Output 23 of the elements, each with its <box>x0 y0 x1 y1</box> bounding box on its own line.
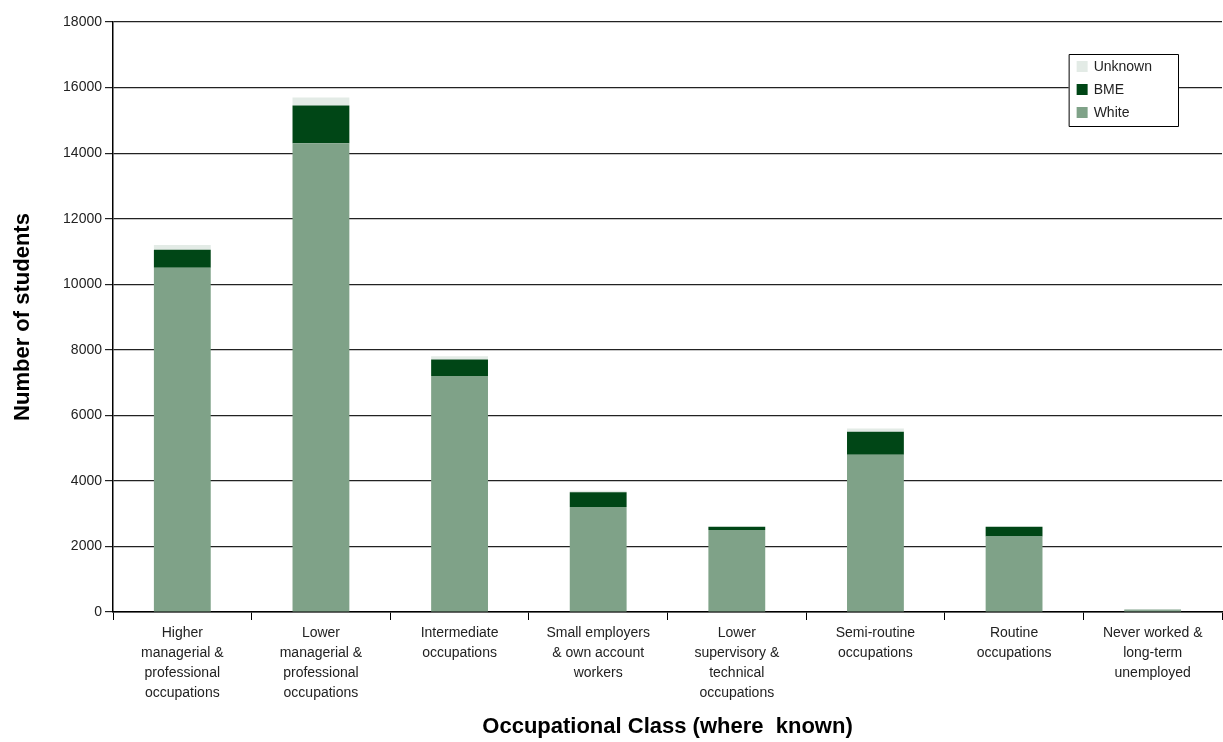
legend-label: White <box>1093 103 1130 120</box>
x-tick-label: Routine occupations <box>976 623 1052 660</box>
y-tick-label: 6000 <box>70 406 103 423</box>
y-tick-label: 8000 <box>70 340 103 357</box>
x-tick-label: Lower managerial & professional occupations <box>279 623 363 700</box>
legend-label: BME <box>1093 80 1124 97</box>
y-tick-label: 14000 <box>63 143 103 160</box>
x-tick-label: Small employers & own account workers <box>546 623 650 680</box>
x-tick-label: Higher managerial & professional occupations <box>141 623 225 700</box>
x-tick-label: Never worked & long-term unemployed <box>1102 623 1204 680</box>
legend-label: Unknown <box>1093 57 1153 74</box>
y-tick-label: 12000 <box>63 209 103 226</box>
y-tick-label: 10000 <box>63 275 103 292</box>
x-axis-title: Occupational Class (where known) <box>482 712 853 738</box>
y-axis-title: Number of students <box>9 213 35 421</box>
y-tick-label: 18000 <box>63 12 103 29</box>
x-tick-label: Semi-routine occupations <box>835 623 916 660</box>
y-tick-label: 4000 <box>70 471 103 488</box>
x-tick-label: Lower supervisory & technical occupations <box>694 623 780 700</box>
y-tick-label: 16000 <box>63 78 103 95</box>
y-tick-label: 2000 <box>70 537 103 554</box>
y-tick-label: 0 <box>94 602 103 619</box>
x-tick-label: Intermediate occupations <box>420 623 499 660</box>
